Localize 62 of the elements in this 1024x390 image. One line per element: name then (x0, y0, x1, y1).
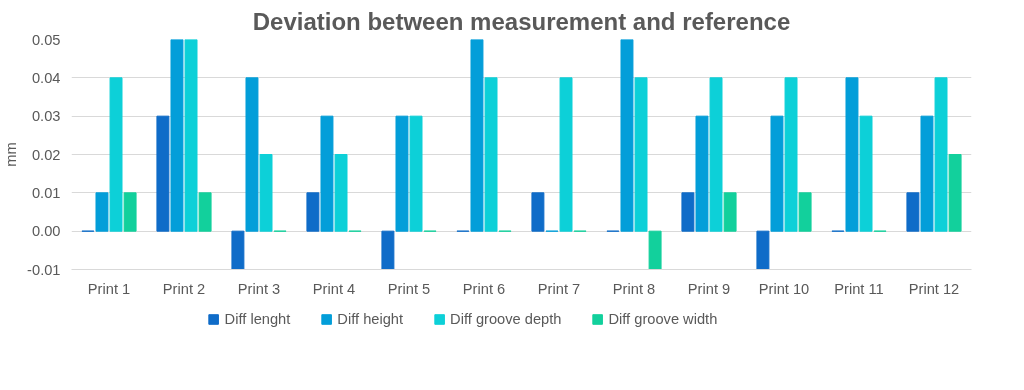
y-tick-label: 0.01 (31, 184, 61, 201)
y-tick-label: 0.04 (31, 69, 61, 86)
bar (320, 115, 334, 232)
x-tick-label: Print 5 (387, 280, 431, 297)
legend-label: Diff groove depth (450, 311, 562, 327)
bar (259, 154, 273, 232)
bar (198, 192, 212, 232)
x-tick-label: Print 6 (462, 280, 506, 297)
y-axis-title: mm (3, 142, 20, 167)
y-tick-label: 0.03 (31, 108, 61, 125)
bar (634, 77, 648, 232)
x-tick-label: Print 1 (87, 280, 131, 297)
y-tick-label: 0.05 (31, 31, 61, 48)
bar (470, 39, 484, 232)
bar (170, 39, 184, 232)
bar (95, 192, 109, 232)
bar (484, 77, 498, 232)
bar (784, 77, 798, 232)
x-tick-label: Print 2 (162, 280, 206, 297)
x-tick-label: Print 8 (612, 280, 656, 297)
bar (906, 192, 920, 232)
x-tick-label: Print 10 (758, 280, 810, 297)
bar (156, 115, 170, 232)
bar (109, 77, 123, 232)
legend-label: Diff height (337, 311, 404, 327)
y-tick-label: 0.00 (31, 223, 61, 240)
x-tick-label: Print 7 (537, 280, 581, 297)
bar (381, 230, 395, 270)
bar (709, 77, 723, 232)
bar (845, 77, 859, 232)
bar (184, 39, 198, 232)
bar (859, 115, 873, 232)
bar (620, 39, 634, 232)
bar (695, 115, 709, 232)
bar (770, 115, 784, 232)
bar (409, 115, 423, 232)
y-tick-label: 0.02 (31, 146, 61, 163)
bar (531, 192, 545, 232)
bar (948, 154, 962, 232)
y-tick-label: -0.01 (27, 261, 61, 278)
legend-label: Diff groove width (608, 311, 718, 327)
bar (756, 230, 770, 270)
chart-title: Deviation between measurement and reference (252, 7, 791, 35)
bar (920, 115, 934, 232)
bar (395, 115, 409, 232)
bar (798, 192, 812, 232)
legend-label: Diff lenght (224, 311, 291, 327)
x-tick-label: Print 3 (237, 280, 281, 297)
bar (559, 77, 573, 232)
x-tick-label: Print 11 (834, 280, 884, 297)
bar (648, 230, 662, 270)
bar (245, 77, 259, 232)
bar (334, 154, 348, 232)
bar (934, 77, 948, 232)
bar (231, 230, 245, 270)
x-tick-label: Print 4 (312, 280, 356, 297)
bar (123, 192, 137, 232)
bar (306, 192, 320, 232)
bar (681, 192, 695, 232)
bar (723, 192, 737, 232)
x-tick-label: Print 12 (908, 280, 960, 297)
x-tick-label: Print 9 (687, 280, 731, 297)
